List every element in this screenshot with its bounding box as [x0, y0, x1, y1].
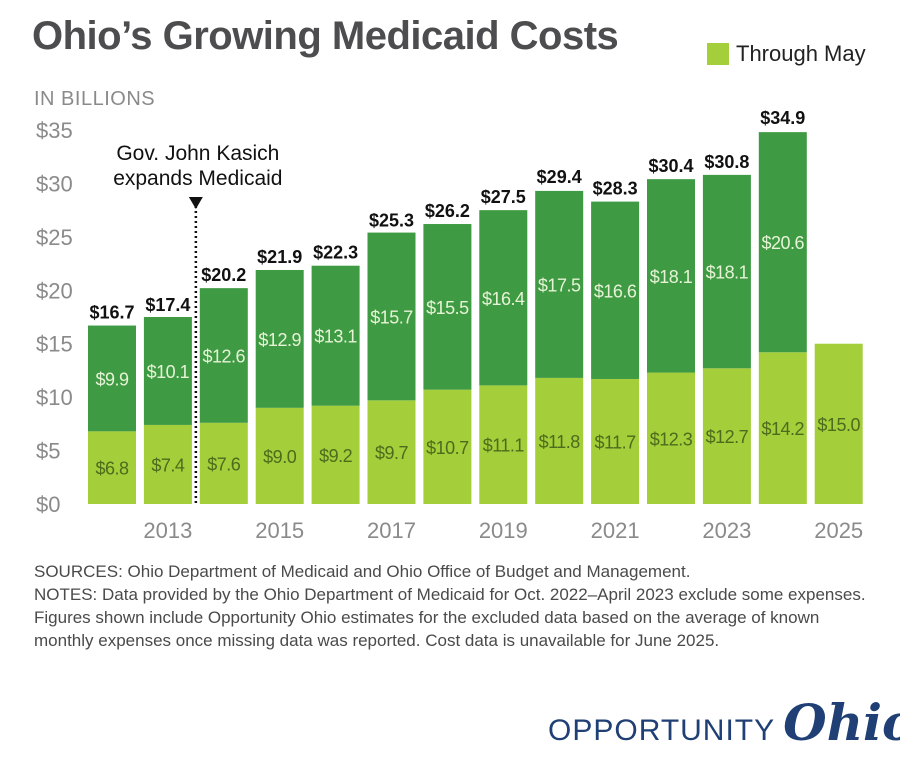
bar-value-label: $10.1 — [147, 362, 190, 382]
bar-through-may — [814, 343, 863, 504]
bar-value-label: $9.7 — [375, 443, 409, 463]
bar-through-may — [311, 405, 360, 504]
footnotes: SOURCES: Ohio Department of Medicaid and… — [34, 560, 874, 652]
bar-remaining — [591, 201, 640, 379]
bar-value-label: $18.1 — [650, 267, 693, 287]
bar-total-label: $25.3 — [369, 211, 414, 231]
bar-value-label: $14.2 — [762, 419, 805, 439]
bar-remaining — [367, 232, 416, 401]
bar-total-label: $21.9 — [257, 247, 302, 267]
bar-value-label: $12.9 — [258, 330, 301, 350]
bar-value-label: $15.7 — [370, 307, 413, 327]
bar-through-may — [255, 407, 304, 504]
bar-total-label: $20.2 — [201, 265, 246, 285]
bar-remaining — [535, 190, 584, 378]
bar-through-may — [479, 385, 528, 504]
bar-remaining — [702, 174, 751, 369]
bar-total-label: $22.3 — [313, 243, 358, 263]
bar-value-label: $15.5 — [426, 298, 469, 318]
bar-remaining — [647, 179, 695, 373]
bar-value-label: $12.7 — [706, 427, 749, 447]
x-tick-label: 2017 — [367, 518, 416, 543]
y-tick-label: $35 — [36, 118, 73, 143]
y-tick-label: $15 — [36, 332, 73, 357]
y-tick-label: $25 — [36, 225, 73, 250]
y-tick-label: $5 — [36, 439, 60, 464]
x-tick-label: 2019 — [479, 518, 528, 543]
bar-value-label: $7.4 — [151, 455, 185, 475]
y-tick-label: $20 — [36, 278, 73, 303]
bar-through-may — [143, 424, 192, 504]
x-tick-label: 2013 — [143, 518, 192, 543]
bar-value-label: $11.7 — [594, 432, 636, 452]
chart-title: Ohio’s Growing Medicaid Costs — [32, 14, 619, 58]
bar-through-may — [647, 372, 695, 504]
bar-remaining — [143, 317, 192, 425]
bar-value-label: $11.1 — [483, 436, 525, 456]
annotation-text: expands Medicaid — [113, 167, 282, 190]
bar-total-label: $16.7 — [89, 303, 134, 323]
bar-value-label: $6.8 — [95, 459, 129, 479]
bar-through-may — [535, 377, 584, 504]
y-tick-label: $30 — [36, 171, 73, 196]
bar-remaining — [311, 265, 360, 406]
x-tick-label: 2015 — [255, 518, 304, 543]
bar-value-label: $13.1 — [314, 327, 357, 347]
bar-remaining — [479, 210, 528, 386]
bar-total-label: $29.4 — [537, 167, 582, 187]
sources-text: SOURCES: Ohio Department of Medicaid and… — [34, 562, 691, 581]
bar-remaining — [255, 269, 304, 408]
logo-word-ohio: Ohio — [783, 693, 900, 752]
bar-through-may — [702, 368, 751, 504]
x-tick-label: 2023 — [702, 518, 751, 543]
bar-value-label: $12.6 — [203, 346, 246, 366]
bar-through-may — [423, 389, 472, 504]
bar-remaining — [88, 325, 136, 432]
bar-value-label: $16.6 — [594, 281, 637, 301]
bar-value-label: $16.4 — [482, 289, 525, 309]
bar-remaining — [423, 224, 472, 390]
bar-remaining — [199, 288, 248, 423]
bar-value-label: $9.0 — [263, 447, 297, 467]
bar-through-may — [758, 352, 807, 504]
bar-through-may — [88, 431, 136, 504]
bar-value-label: $15.0 — [817, 415, 860, 435]
legend-label: Through May — [736, 41, 866, 66]
logo-word-opportunity: OPPORTUNITY — [548, 714, 776, 747]
bar-value-label: $18.1 — [706, 263, 749, 283]
opportunity-ohio-logo: OPPORTUNITY Ohio — [548, 693, 900, 752]
y-tick-label: $10 — [36, 385, 73, 410]
bar-through-may — [367, 400, 416, 504]
y-tick-label: $0 — [36, 492, 60, 517]
bar-total-label: $17.4 — [145, 295, 190, 315]
unit-label: IN BILLIONS — [34, 88, 156, 110]
bar-through-may — [591, 378, 640, 504]
bar-value-label: $20.6 — [762, 233, 805, 253]
bar-value-label: $7.6 — [207, 454, 241, 474]
bar-value-label: $17.5 — [538, 275, 581, 295]
bar-value-label: $9.2 — [319, 446, 353, 466]
bar-total-label: $30.4 — [648, 156, 693, 176]
annotation-arrow-icon — [188, 197, 203, 209]
bar-total-label: $30.8 — [704, 152, 749, 172]
notes-text: NOTES: Data provided by the Ohio Departm… — [34, 585, 866, 650]
legend: Through May — [707, 41, 866, 67]
bar-value-label: $9.9 — [95, 369, 129, 389]
bar-value-label: $12.3 — [650, 429, 693, 449]
x-tick-label: 2021 — [591, 518, 640, 543]
bar-remaining — [758, 132, 807, 353]
bar-through-may — [199, 422, 248, 504]
x-tick-label: 2025 — [814, 518, 863, 543]
legend-swatch — [707, 43, 729, 65]
bar-total-label: $27.5 — [481, 187, 526, 207]
bar-total-label: $28.3 — [593, 179, 638, 199]
annotation-text: Gov. John Kasich — [116, 142, 279, 165]
bar-total-label: $26.2 — [425, 201, 470, 221]
bar-value-label: $10.7 — [426, 438, 469, 458]
bar-total-label: $34.9 — [760, 108, 805, 128]
bar-value-label: $11.8 — [539, 432, 581, 452]
